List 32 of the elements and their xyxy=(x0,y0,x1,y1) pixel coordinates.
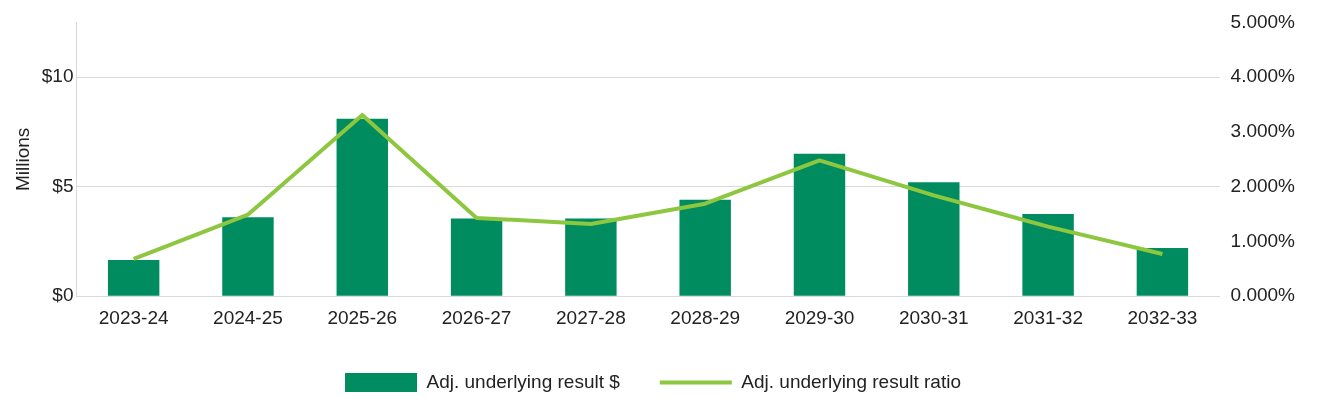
y2-tick-label: 3.000% xyxy=(1230,120,1296,142)
y2-tick-label: 4.000% xyxy=(1230,65,1296,87)
bar xyxy=(450,218,503,296)
x-tick-label: 2024-25 xyxy=(213,306,283,328)
y-tick-label: $5 xyxy=(52,174,74,196)
x-tick-label: 2026-27 xyxy=(441,306,512,328)
y2-tick-label: 2.000% xyxy=(1230,174,1296,196)
bar xyxy=(679,199,731,296)
x-tick-label: 2025-26 xyxy=(327,306,398,328)
bar xyxy=(1022,214,1074,296)
x-tick-label: 2029-30 xyxy=(784,306,855,328)
x-tick-label: 2027-28 xyxy=(556,306,626,328)
bar xyxy=(793,153,846,296)
y-axis-title: Millions xyxy=(11,127,33,191)
bar xyxy=(336,118,388,296)
bar xyxy=(565,218,617,296)
x-tick-label: 2028-29 xyxy=(670,306,741,328)
legend-label: Adj. underlying result ratio xyxy=(741,370,961,392)
x-tick-label: 2031-32 xyxy=(1013,306,1083,328)
bar xyxy=(107,260,160,296)
y-tick-label: $0 xyxy=(52,284,74,306)
x-tick-label: 2032-33 xyxy=(1127,306,1198,328)
x-tick-label: 2030-31 xyxy=(898,306,969,328)
y2-tick-label: 1.000% xyxy=(1230,229,1296,251)
y2-tick-label: 5.000% xyxy=(1230,10,1296,32)
bar xyxy=(908,182,960,296)
bar xyxy=(222,217,274,296)
legend-label: Adj. underlying result $ xyxy=(426,370,621,392)
x-tick-label: 2023-24 xyxy=(98,306,169,328)
y-tick-label: $10 xyxy=(41,65,74,87)
bar xyxy=(1136,248,1189,296)
y2-tick-label: 0.000% xyxy=(1230,284,1296,306)
